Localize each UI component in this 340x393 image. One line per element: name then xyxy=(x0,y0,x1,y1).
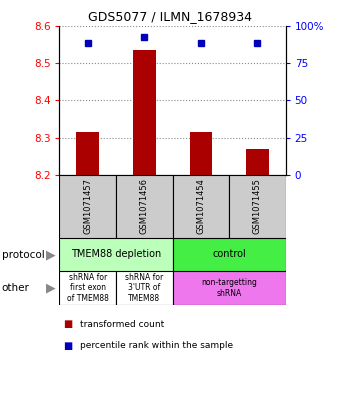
Bar xyxy=(59,271,116,305)
Bar xyxy=(133,50,156,175)
Text: GSM1071457: GSM1071457 xyxy=(83,178,92,234)
Bar xyxy=(246,149,269,175)
Text: non-targetting
shRNA: non-targetting shRNA xyxy=(201,278,257,298)
Text: ▶: ▶ xyxy=(46,281,56,295)
Text: GSM1071454: GSM1071454 xyxy=(196,178,205,234)
Bar xyxy=(229,175,286,238)
Bar xyxy=(76,132,99,175)
Bar xyxy=(59,175,116,238)
Bar xyxy=(173,175,229,238)
Text: ▶: ▶ xyxy=(46,248,56,261)
Text: shRNA for
3'UTR of
TMEM88: shRNA for 3'UTR of TMEM88 xyxy=(125,273,164,303)
Text: shRNA for
first exon
of TMEM88: shRNA for first exon of TMEM88 xyxy=(67,273,109,303)
Bar xyxy=(173,271,286,305)
Bar xyxy=(189,132,212,175)
Text: percentile rank within the sample: percentile rank within the sample xyxy=(80,342,233,350)
Text: GSM1071455: GSM1071455 xyxy=(253,178,262,234)
Text: control: control xyxy=(212,250,246,259)
Text: ■: ■ xyxy=(63,341,72,351)
Bar xyxy=(59,238,173,271)
Text: ■: ■ xyxy=(63,319,72,329)
Text: other: other xyxy=(2,283,30,293)
Bar xyxy=(116,175,173,238)
Text: protocol: protocol xyxy=(2,250,45,260)
Bar xyxy=(173,238,286,271)
Text: GDS5077 / ILMN_1678934: GDS5077 / ILMN_1678934 xyxy=(88,10,252,23)
Text: TMEM88 depletion: TMEM88 depletion xyxy=(71,250,161,259)
Text: GSM1071456: GSM1071456 xyxy=(140,178,149,234)
Bar xyxy=(116,271,173,305)
Text: transformed count: transformed count xyxy=(80,320,164,329)
